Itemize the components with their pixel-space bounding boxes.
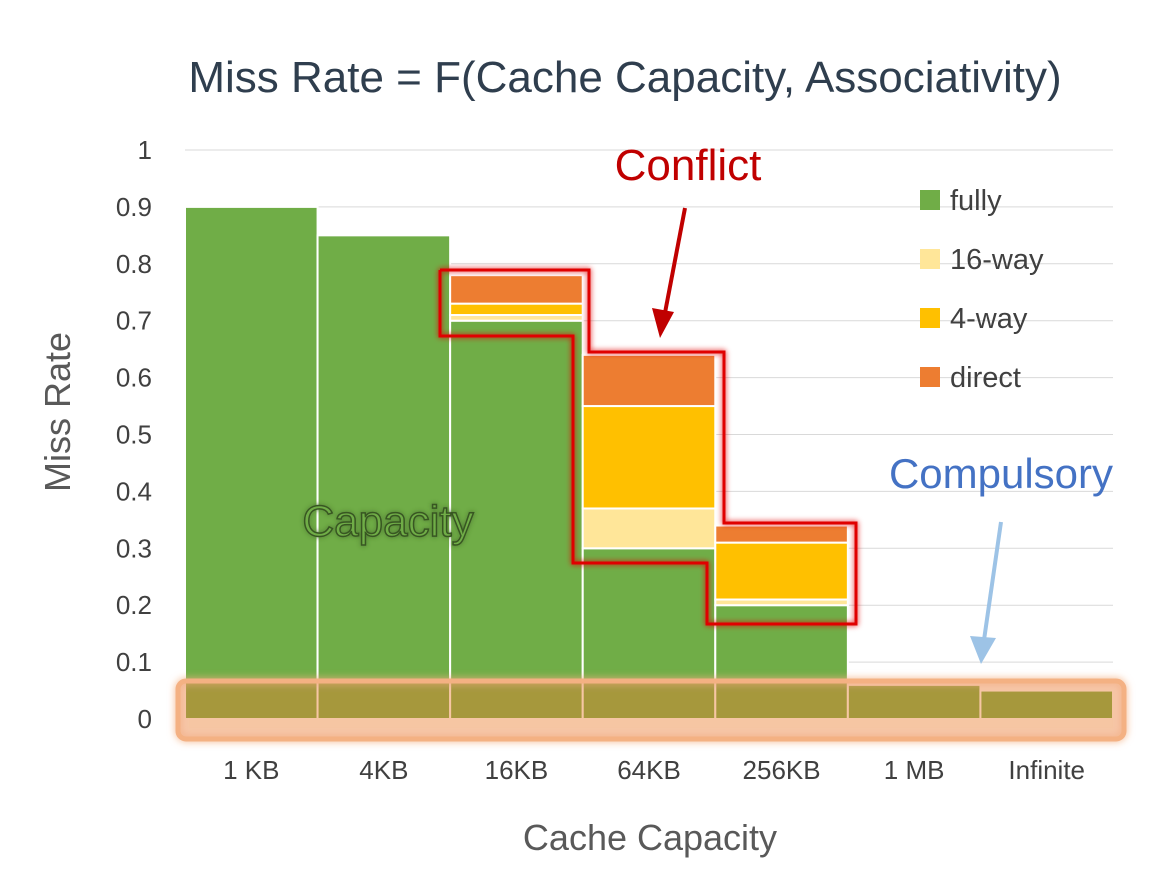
compulsory-arrow [982,521,1003,641]
conflict-arrow [662,207,687,319]
y-tick-label: 0.2 [116,590,152,620]
bar-segment-direct [581,353,717,408]
bar-segment-direct [449,274,584,305]
x-tick-label: 4KB [359,755,408,785]
compulsory-annotation: Compulsory [889,450,1113,497]
y-tick-label: 0.3 [116,533,152,563]
y-tick-label: 0.7 [116,306,152,336]
bar-segment-4-way [714,541,849,601]
conflict-arrowhead-icon [652,308,674,338]
x-tick-label: 256KB [743,755,821,785]
x-tick-label: 1 KB [223,755,279,785]
bar-segment-4-way [449,302,584,317]
legend-label: 4-way [950,303,1028,335]
y-tick-label: 0.8 [116,249,152,279]
x-tick-label: Infinite [1008,755,1085,785]
capacity-annotation: Capacity [302,497,473,546]
x-tick-label: 16KB [485,755,549,785]
legend-label: direct [950,362,1021,394]
bar-segment-4-way [581,405,717,510]
bar-segment-fully [184,205,319,720]
x-tick-labels: 1 KB 4KB 16KB 64KB 256KB 1 MB Infinite [223,755,1085,785]
y-axis-label: Miss Rate [37,332,78,492]
legend-swatch [920,249,940,269]
legend-swatch [920,367,940,387]
y-tick-label: 1 [138,135,152,165]
bar-segment-16-way [581,507,717,550]
legend-swatch [920,190,940,210]
x-tick-label: 1 MB [884,755,945,785]
legend-label: fully [950,185,1002,217]
y-tick-label: 0.4 [116,476,152,506]
legend-swatch [920,308,940,328]
conflict-annotation: Conflict [615,141,762,190]
chart-title: Miss Rate = F(Cache Capacity, Associativ… [188,53,1061,102]
conflict-outline [438,268,858,626]
bar-segment-fully [316,234,452,720]
legend-label: 16-way [950,244,1044,276]
y-tick-label: 0.6 [116,363,152,393]
y-tick-label: 0.9 [116,192,152,222]
legend: fully 16-way 4-way direct [920,185,1044,394]
y-tick-label: 0.1 [116,647,152,677]
compulsory-arrowhead-icon [970,636,996,664]
bar-segment-direct [714,524,849,544]
y-tick-label: 0 [138,704,152,734]
y-tick-label: 0.5 [116,420,152,450]
y-tick-labels: 0 0.1 0.2 0.3 0.4 0.5 0.6 0.7 0.8 0.9 1 [116,135,152,734]
x-axis-label: Cache Capacity [523,817,777,858]
compulsory-highlight-box [175,678,1127,742]
x-tick-label: 64KB [617,755,681,785]
